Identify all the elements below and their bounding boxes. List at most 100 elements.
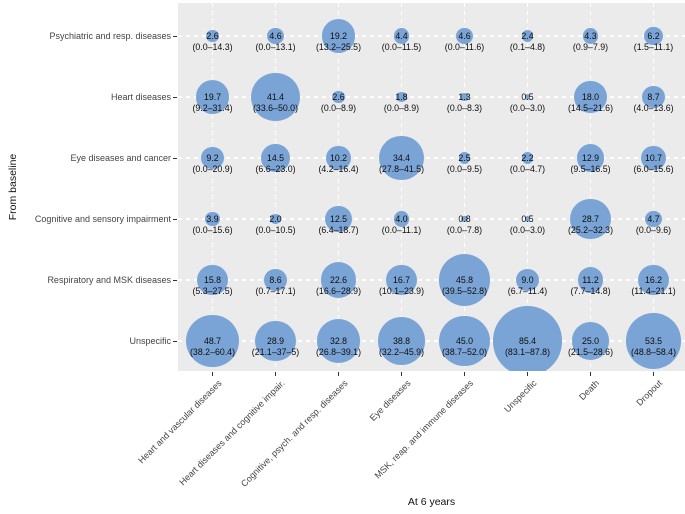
- cell-confidence-interval: (9.5–16.5): [570, 163, 611, 174]
- gridline-horizontal: [178, 279, 685, 281]
- cell-value: 2.5: [458, 152, 471, 163]
- cell-label: 2.5 (0.0–9.5): [433, 153, 496, 175]
- bubble: [393, 211, 410, 227]
- y-axis-label: Eye diseases and cancer: [70, 153, 171, 163]
- cell-confidence-interval: (26.8–39.1): [316, 346, 361, 357]
- gridline-vertical: [274, 3, 277, 371]
- cell-value: 2.2: [521, 152, 534, 163]
- cell-label: 12.9 (9.5–16.5): [559, 153, 622, 175]
- cell-label: 16.2 (11.4–21.1): [622, 275, 685, 297]
- cell-label: 38.8 (32.2–45.9): [370, 336, 433, 358]
- cell-value: 25.0: [581, 335, 600, 346]
- bubble: [270, 213, 281, 225]
- cell-confidence-interval: (6.7–11.4): [507, 285, 548, 296]
- cell-confidence-interval: (11.4–21.1): [631, 285, 676, 296]
- cell-label: 2.4 (0.1–4.8): [496, 31, 559, 53]
- cell-value: 2.4: [521, 30, 534, 41]
- cell-confidence-interval: (6.6–23.0): [255, 163, 296, 174]
- cell-confidence-interval: (0.0–9.5): [446, 163, 483, 174]
- bubble: [195, 80, 230, 114]
- bubble: [261, 143, 290, 173]
- cell-label: 10.2 (4.2–16.4): [307, 153, 370, 175]
- cell-confidence-interval: (7.7–14.8): [570, 285, 611, 296]
- cell-value: 18.0: [581, 91, 600, 102]
- cell-confidence-interval: (0.9–7.9): [572, 41, 609, 52]
- gridline-vertical: [526, 3, 529, 371]
- y-axis-tick: [173, 96, 177, 98]
- cell-confidence-interval: (38.2–60.4): [190, 346, 235, 357]
- cell-confidence-interval: (21.1–37–5): [251, 346, 300, 357]
- cell-confidence-interval: (21.5–28.6): [568, 346, 613, 357]
- x-axis-tick: [464, 372, 465, 376]
- cell-value: 45.0: [455, 335, 474, 346]
- y-axis-tick: [173, 279, 177, 281]
- bubble: [197, 264, 228, 296]
- y-axis-title: From baseline: [7, 153, 19, 221]
- bubble: [456, 27, 473, 45]
- cell-label: 8.6 (0.7–17.1): [244, 275, 307, 297]
- cell-confidence-interval: (0.0–8.9): [320, 102, 357, 113]
- cell-confidence-interval: (0.0–11.6): [444, 41, 485, 52]
- cell-label: 12.5 (6.4–18.7): [307, 214, 370, 236]
- cell-value: 4.6: [269, 30, 282, 41]
- bubble: [638, 264, 669, 296]
- x-axis-label: Eye diseases: [367, 378, 413, 423]
- bubble: [577, 267, 604, 293]
- bubble: [326, 145, 351, 171]
- cell-confidence-interval: (0.0–3.0): [509, 102, 546, 113]
- cell-label: 22.6 (16.6–28.9): [307, 275, 370, 297]
- cell-value: 1.3: [458, 91, 471, 102]
- cell-value: 41.4: [266, 91, 285, 102]
- bubble: [267, 27, 284, 45]
- gridline-vertical: [463, 3, 466, 371]
- cell-value: 4.6: [458, 30, 471, 41]
- cell-confidence-interval: (0.0–3.0): [509, 224, 546, 235]
- bubble: [524, 94, 531, 100]
- cell-label: 41.4 (33.6–50.0): [244, 92, 307, 114]
- cell-value: 12.9: [581, 152, 600, 163]
- bubble: [458, 152, 471, 164]
- cell-label: 3.9 (0.0–15.6): [181, 214, 244, 236]
- bubble: [320, 262, 357, 298]
- bubble: [186, 314, 239, 368]
- cell-value: 38.8: [392, 335, 411, 346]
- cell-confidence-interval: (27.8–41.5): [379, 163, 424, 174]
- cell-confidence-interval: (14.5–21.6): [568, 102, 613, 113]
- y-axis-tick: [173, 157, 177, 159]
- cell-value: 8.6: [269, 274, 282, 285]
- cell-label: 0.8 (0.0–7.8): [433, 214, 496, 236]
- cell-value: 2.6: [332, 91, 345, 102]
- bubble: [377, 317, 426, 365]
- cell-confidence-interval: (0.0–13.1): [255, 41, 296, 52]
- bubble: [325, 205, 352, 233]
- cell-label: 15.8 (5.3–27.5): [181, 275, 244, 297]
- cell-label: 85.4 (83.1–87.8): [496, 336, 559, 358]
- bubble: [205, 211, 220, 227]
- cell-confidence-interval: (0.0–11.5): [381, 41, 422, 52]
- y-axis-tick: [173, 218, 177, 220]
- x-axis-label: Unspecific: [502, 378, 539, 415]
- cell-label: 34.4 (27.8–41.5): [370, 153, 433, 175]
- cell-label: 11.2 (7.7–14.8): [559, 275, 622, 297]
- bubble: [521, 152, 534, 164]
- cell-label: 28.9 (21.1–37–5): [244, 336, 307, 358]
- cell-value: 53.5: [644, 335, 663, 346]
- x-axis-tick: [275, 372, 276, 376]
- cell-value: 15.8: [203, 274, 222, 285]
- bubble: [255, 320, 296, 362]
- bubble: [516, 268, 539, 292]
- cell-label: 4.4 (0.0–11.5): [370, 31, 433, 53]
- cell-confidence-interval: (32.2–45.9): [379, 346, 424, 357]
- cell-label: 28.7 (25.2–32.3): [559, 214, 622, 236]
- cell-label: 48.7 (38.2–60.4): [181, 336, 244, 358]
- bubble: [393, 28, 410, 44]
- cell-label: 4.7 (0.0–9.6): [622, 214, 685, 236]
- cell-confidence-interval: (0.0–9.6): [635, 224, 672, 235]
- cell-confidence-interval: (0.7–17.1): [255, 285, 296, 296]
- gridline-horizontal: [178, 96, 685, 98]
- bubble: [460, 92, 469, 102]
- cell-confidence-interval: (25.2–32.3): [568, 224, 613, 235]
- y-axis-label: Cognitive and sensory impairment: [34, 214, 171, 224]
- bubble: [576, 144, 605, 172]
- bubble: [521, 30, 534, 42]
